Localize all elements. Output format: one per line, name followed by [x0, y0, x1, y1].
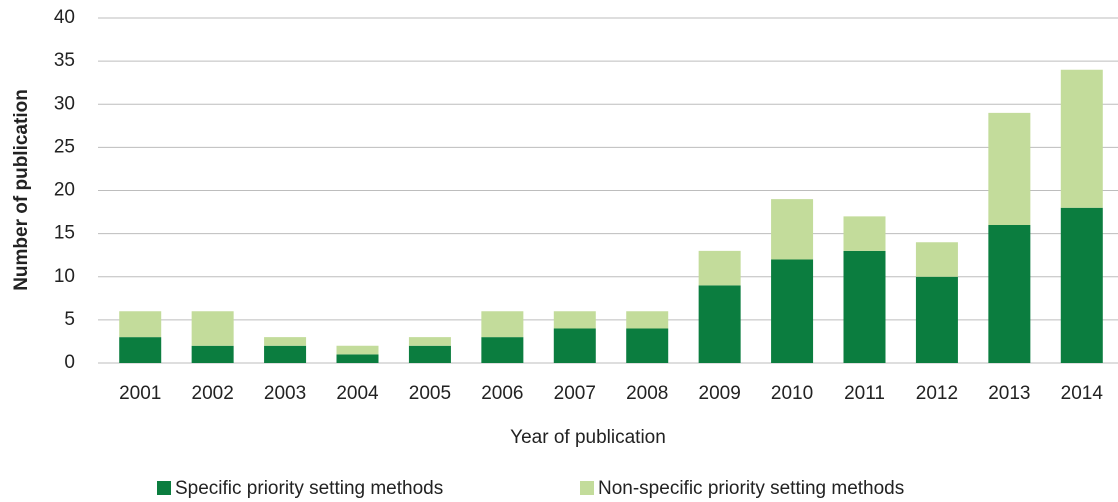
x-tick-label: 2006: [481, 383, 523, 404]
x-tick-label: 2001: [119, 383, 161, 404]
bar-segment: [771, 199, 814, 260]
bar-segment: [626, 328, 669, 363]
y-tick-label: 25: [54, 136, 75, 157]
bar-segment: [191, 311, 234, 346]
bar-segment: [336, 345, 379, 355]
bar-segment: [843, 216, 886, 251]
bar-segment: [191, 345, 234, 363]
x-tick-label: 2004: [336, 383, 379, 404]
y-tick-label: 15: [54, 223, 75, 244]
bar-segment: [698, 250, 741, 286]
y-axis-title: Number of publication: [11, 89, 32, 291]
bar-segment: [119, 337, 162, 363]
bar-segment: [915, 242, 958, 277]
x-tick-label: 2008: [626, 383, 668, 404]
bar-segment: [626, 311, 669, 329]
legend-swatch: [580, 481, 594, 495]
y-tick-label: 5: [64, 309, 75, 330]
bar-segment: [408, 345, 451, 363]
y-tick-label: 0: [64, 352, 75, 373]
x-tick-label: 2005: [409, 383, 451, 404]
bar-segment: [553, 311, 596, 329]
bar-segment: [553, 328, 596, 363]
bar-segment: [843, 250, 886, 363]
y-tick-label: 40: [54, 7, 75, 28]
y-tick-label: 30: [54, 93, 75, 114]
legend-label: Non-specific priority setting methods: [598, 478, 904, 499]
legend-label: Specific priority setting methods: [175, 478, 443, 499]
bar-segment: [481, 311, 524, 338]
x-tick-label: 2014: [1061, 383, 1104, 404]
x-tick-label: 2003: [264, 383, 306, 404]
bar-segment: [988, 225, 1031, 363]
x-tick-label: 2011: [844, 383, 885, 404]
bar-segment: [264, 345, 307, 363]
x-axis-title: Year of publication: [510, 427, 666, 448]
legend-swatch: [157, 481, 171, 495]
bar-segment: [915, 276, 958, 363]
x-tick-label: 2013: [988, 383, 1030, 404]
bar-segment: [1060, 207, 1103, 363]
bar-segment: [698, 285, 741, 363]
bar-segment: [481, 337, 524, 363]
x-tick-label: 2002: [192, 383, 234, 404]
x-tick-label: 2009: [699, 383, 741, 404]
x-tick-label: 2007: [554, 383, 596, 404]
bar-segment: [336, 354, 379, 363]
bar-segment: [264, 337, 307, 346]
bar-segment: [119, 311, 162, 338]
y-tick-label: 20: [54, 180, 75, 201]
x-tick-label: 2010: [771, 383, 813, 404]
bar-segment: [771, 259, 814, 363]
y-tick-label: 35: [54, 50, 75, 71]
bar-segment: [408, 337, 451, 346]
bar-segment: [1060, 69, 1103, 208]
x-tick-label: 2012: [916, 383, 958, 404]
bar-segment: [988, 112, 1031, 225]
y-tick-label: 10: [54, 266, 75, 287]
